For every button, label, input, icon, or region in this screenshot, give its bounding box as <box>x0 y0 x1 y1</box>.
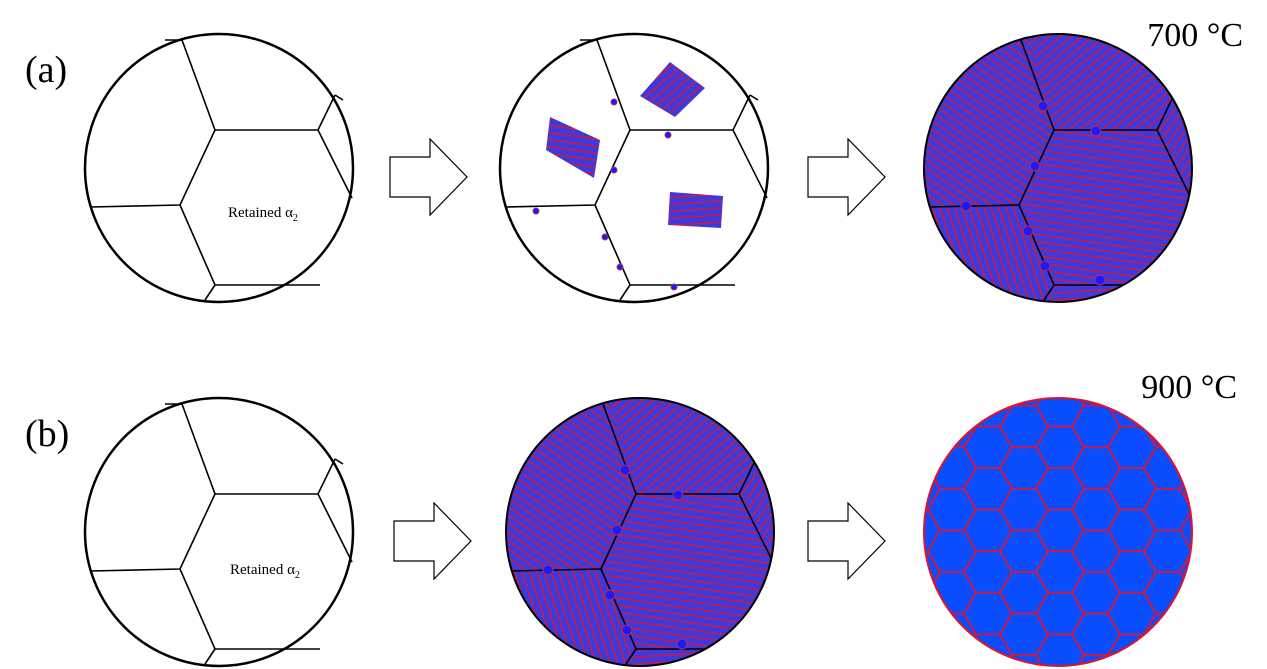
arrow <box>389 138 468 216</box>
retained-text: Retained α <box>228 205 293 221</box>
subscript: 2 <box>295 570 300 581</box>
panel-label: (b) <box>25 413 69 455</box>
initial-grain <box>85 34 353 302</box>
lamellar-grain <box>908 18 1208 318</box>
arrow <box>393 502 472 580</box>
subscript: 2 <box>293 213 298 224</box>
temperature: 700 °C <box>1147 17 1243 54</box>
retained-label: Retained α2 <box>230 562 300 581</box>
retained-text: Retained α <box>230 562 295 578</box>
temperature: 900 °C <box>1141 369 1237 406</box>
initial-grain <box>85 398 353 666</box>
nucleation-grain <box>500 34 768 302</box>
lamellar-grain <box>490 382 790 669</box>
retained-label: Retained α2 <box>228 205 298 224</box>
arrow <box>807 138 886 216</box>
arrow <box>807 502 886 580</box>
panel-label: (a) <box>25 49 67 91</box>
hexagonal-grain <box>923 397 1193 667</box>
